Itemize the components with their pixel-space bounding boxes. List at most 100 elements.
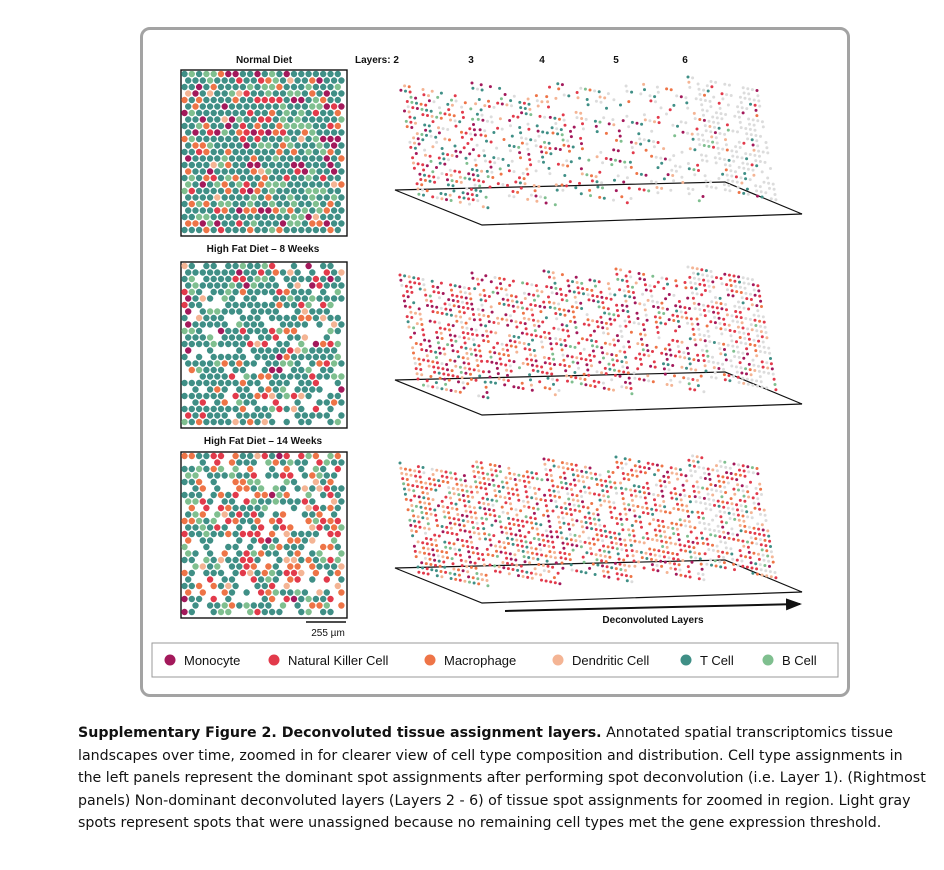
layer-spot — [736, 563, 740, 567]
tissue-spot — [181, 452, 188, 460]
layer-spot — [740, 371, 744, 375]
layer-spot — [601, 564, 604, 568]
layer-spot — [750, 466, 754, 470]
tissue-spot — [239, 135, 247, 143]
layer-spot — [591, 537, 595, 541]
tissue-spot — [217, 70, 225, 78]
layer-spot — [547, 356, 551, 360]
layer-spot — [716, 146, 720, 150]
layer-spot — [440, 197, 444, 201]
layer-spot — [491, 176, 495, 179]
layer-spot — [688, 500, 692, 504]
layer-spot — [699, 501, 703, 505]
layer-spot — [428, 294, 432, 298]
tissue-spot — [279, 459, 287, 466]
tissue-spot — [305, 556, 312, 564]
tissue-spot — [232, 301, 239, 309]
layer-spot — [717, 126, 721, 130]
layer-spot — [728, 329, 732, 332]
tissue-spot — [261, 275, 268, 283]
layer-spot — [712, 341, 716, 344]
layer-spot — [448, 333, 452, 337]
tissue-spot — [225, 135, 232, 143]
tissue-spot — [330, 194, 338, 201]
layer-spot — [756, 522, 760, 526]
layer-spot — [447, 486, 451, 490]
tissue-spot — [338, 194, 345, 201]
layer-spot — [404, 284, 408, 288]
tissue-spot — [254, 392, 261, 400]
layer-spot — [773, 571, 777, 574]
layer-spot — [737, 165, 741, 169]
layer-spot — [497, 321, 500, 325]
layer-spot — [769, 575, 773, 579]
layer-spot — [621, 472, 625, 475]
layer-spot — [638, 515, 642, 519]
layer-spot — [544, 529, 548, 533]
layer-spot — [695, 292, 699, 296]
layer-spot — [509, 502, 512, 506]
layer-spot — [511, 190, 515, 193]
layer-spot — [603, 499, 607, 503]
tissue-spot — [279, 142, 287, 149]
layer-spot — [628, 345, 631, 349]
tissue-spot — [250, 168, 257, 175]
layer-spot — [607, 550, 611, 554]
tissue-spot — [254, 379, 261, 387]
layer-spot — [568, 558, 572, 562]
tissue-spot — [312, 174, 320, 182]
layer-spot — [399, 278, 403, 282]
layer-spot — [507, 164, 510, 167]
layer-spot — [627, 478, 631, 482]
layer-spot — [508, 471, 512, 475]
layer-spot — [465, 161, 469, 165]
layer-spot — [447, 541, 451, 545]
layer-spot — [460, 135, 464, 139]
layer-spot — [736, 513, 740, 517]
layer-spot — [606, 570, 610, 574]
tissue-spot — [243, 269, 250, 276]
tissue-spot — [272, 498, 279, 505]
tissue-spot — [236, 537, 243, 544]
tissue-spot — [247, 530, 254, 538]
layer-spot — [684, 96, 688, 100]
layer-spot — [679, 95, 683, 99]
legend-item-t-cell: T Cell — [680, 653, 734, 668]
layer-spot — [754, 134, 758, 137]
layer-spot — [606, 92, 610, 96]
layer-spot — [414, 367, 418, 371]
layer-spot — [674, 304, 678, 308]
layer-spot — [653, 528, 657, 532]
layer-spot — [405, 315, 409, 319]
layer-spot — [732, 462, 736, 466]
layer-spot — [709, 320, 713, 324]
layer-spot — [770, 555, 774, 559]
layer-spot — [676, 314, 679, 318]
layer-spot — [441, 152, 445, 156]
layer-spot — [526, 197, 530, 201]
layer-spot — [549, 530, 553, 534]
layer-spot — [649, 289, 653, 293]
layer-spot — [606, 307, 610, 311]
layer-spot — [640, 122, 644, 126]
layer-spot — [595, 320, 599, 324]
tissue-spot — [279, 386, 287, 393]
layer-spot — [722, 317, 726, 321]
layer-spot — [646, 537, 650, 541]
layer-spot — [418, 525, 422, 529]
layer-spot — [544, 467, 548, 471]
layer-spot — [738, 310, 742, 314]
layer-spot — [727, 536, 731, 540]
layer-spot — [737, 140, 741, 144]
layer-spot — [494, 331, 498, 335]
layer-spot — [599, 290, 603, 294]
layer-spot — [537, 185, 541, 188]
layer-spot — [417, 520, 421, 524]
layer-spot — [484, 195, 488, 199]
tissue-spot — [283, 226, 290, 234]
layer-spot — [690, 474, 694, 478]
layer-spot — [522, 555, 526, 559]
tissue-spot — [261, 452, 268, 460]
layer-spot — [422, 168, 426, 172]
layer-spot — [576, 474, 580, 478]
